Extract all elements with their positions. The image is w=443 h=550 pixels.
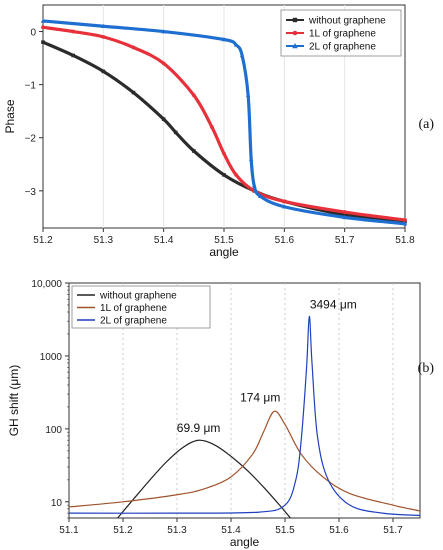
data-point bbox=[131, 90, 136, 95]
series-line-2 bbox=[69, 315, 420, 517]
peak-annotation: 174 μm bbox=[240, 390, 280, 404]
data-point bbox=[192, 149, 196, 153]
y-tick-label: 10 bbox=[51, 498, 63, 509]
data-point bbox=[221, 37, 227, 42]
data-point bbox=[248, 156, 254, 161]
data-point bbox=[191, 93, 196, 98]
data-point bbox=[40, 18, 46, 23]
legend-marker bbox=[292, 30, 298, 36]
legend-label: 1L of graphene bbox=[309, 29, 376, 40]
x-axis-label: angle bbox=[230, 535, 260, 549]
peak-annotation: 3494 μm bbox=[310, 297, 357, 311]
data-point bbox=[258, 193, 263, 198]
data-point bbox=[234, 173, 238, 177]
data-point bbox=[71, 53, 75, 58]
y-tick-label: 1000 bbox=[40, 352, 63, 363]
data-point bbox=[282, 199, 287, 204]
legend-label: without graphene bbox=[308, 16, 386, 27]
x-tick-label: 51.4 bbox=[154, 235, 174, 246]
data-point bbox=[251, 183, 257, 188]
y-tick-label: 100 bbox=[45, 425, 62, 436]
panel-label-b: (b) bbox=[418, 361, 435, 376]
x-tick-label: 51.4 bbox=[221, 525, 241, 536]
data-point bbox=[161, 117, 166, 121]
x-tick-label: 51.6 bbox=[329, 525, 349, 536]
data-point bbox=[222, 173, 226, 177]
y-axis-label: GH shift (μm) bbox=[7, 365, 21, 437]
data-point bbox=[239, 53, 245, 58]
legend-marker bbox=[292, 17, 298, 23]
data-point bbox=[210, 125, 214, 130]
y-axis-label: Phase bbox=[3, 99, 17, 133]
data-point bbox=[71, 29, 76, 34]
data-point bbox=[41, 40, 45, 44]
x-tick-label: 51.6 bbox=[275, 235, 295, 246]
x-tick-label: 51.5 bbox=[275, 525, 295, 536]
panel-label-a: (a) bbox=[418, 117, 434, 132]
y-tick-label: −2 bbox=[25, 134, 37, 145]
data-point bbox=[245, 92, 251, 98]
data-point bbox=[282, 204, 287, 209]
legend-label: 1L of graphene bbox=[100, 303, 167, 314]
series-line-1 bbox=[69, 410, 420, 512]
y-tick-label: 10,000 bbox=[31, 279, 62, 290]
x-tick-label: 51.5 bbox=[214, 235, 234, 246]
x-axis-label: angle bbox=[209, 245, 239, 259]
x-tick-label: 51.3 bbox=[167, 525, 187, 536]
x-tick-label: 51.8 bbox=[395, 235, 415, 246]
data-point bbox=[101, 69, 106, 74]
data-point bbox=[101, 34, 106, 39]
data-point bbox=[342, 214, 347, 220]
legend-marker bbox=[292, 43, 298, 49]
x-tick-label: 51.7 bbox=[335, 235, 355, 246]
data-point bbox=[131, 45, 136, 50]
data-point bbox=[222, 151, 226, 156]
x-tick-label: 51.2 bbox=[33, 235, 53, 246]
peak-annotation: 69.9 μm bbox=[177, 421, 221, 435]
data-point bbox=[101, 23, 106, 29]
y-tick-label: −3 bbox=[25, 187, 37, 198]
data-point bbox=[233, 42, 239, 47]
x-tick-label: 51.1 bbox=[59, 525, 79, 536]
data-point bbox=[402, 221, 408, 226]
data-point bbox=[342, 210, 347, 214]
x-tick-label: 51.2 bbox=[113, 525, 133, 536]
series-line-0 bbox=[117, 439, 291, 518]
data-point bbox=[161, 61, 166, 66]
data-point bbox=[403, 218, 407, 222]
data-point bbox=[173, 130, 178, 135]
legend-label: without graphene bbox=[99, 291, 177, 302]
legend-label: 2L of graphene bbox=[309, 42, 376, 53]
x-tick-label: 51.3 bbox=[94, 235, 114, 246]
y-tick-label: 0 bbox=[30, 28, 36, 39]
y-tick-label: −1 bbox=[25, 81, 37, 92]
legend-label: 2L of graphene bbox=[100, 316, 167, 327]
data-point bbox=[41, 25, 45, 30]
data-point bbox=[161, 29, 166, 34]
x-tick-label: 51.7 bbox=[383, 525, 403, 536]
data-point bbox=[342, 212, 347, 217]
